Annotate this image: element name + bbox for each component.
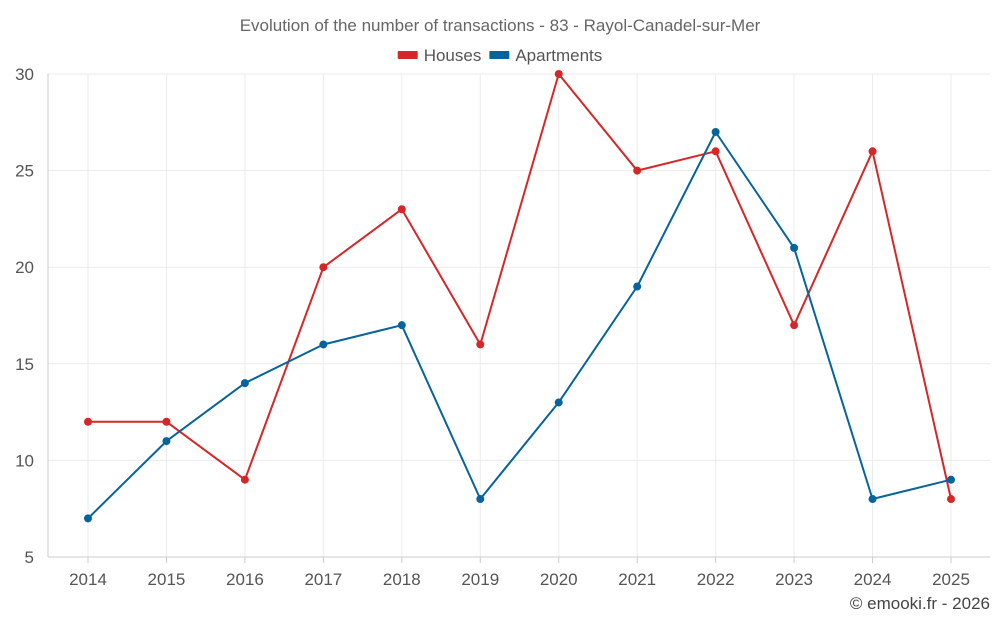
apartments-point-2020[interactable]	[554, 398, 563, 407]
houses-point-2022[interactable]	[711, 147, 720, 156]
chart-title: Evolution of the number of transactions …	[240, 16, 761, 35]
houses-point-2025[interactable]	[947, 495, 955, 504]
apartments-point-2018[interactable]	[397, 321, 406, 330]
legend-swatch-houses[interactable]	[397, 51, 418, 59]
y-tick-label: 10	[15, 451, 34, 470]
houses-line	[88, 73, 952, 500]
x-tick-label: 2020	[540, 570, 578, 589]
apartments-point-2016[interactable]	[240, 379, 249, 388]
y-tick-label: 15	[15, 355, 34, 374]
x-tick-label: 2024	[854, 570, 892, 589]
x-tick-label: 2017	[304, 570, 342, 589]
houses-point-2014[interactable]	[84, 417, 92, 426]
houses-point-2021[interactable]	[633, 166, 642, 175]
apartments-line	[87, 131, 952, 520]
series-houses	[84, 70, 955, 504]
apartments-point-2021[interactable]	[633, 282, 642, 291]
series-apartments	[84, 127, 955, 523]
x-tick-label: 2022	[697, 570, 735, 589]
houses-point-2015[interactable]	[162, 417, 171, 426]
series-layer	[84, 70, 955, 523]
apartments-point-2022[interactable]	[711, 127, 720, 136]
y-tick-label: 5	[25, 548, 34, 567]
houses-point-2023[interactable]	[790, 321, 799, 330]
houses-point-2019[interactable]	[476, 340, 485, 349]
x-tick-label: 2023	[775, 570, 813, 589]
y-tick-label: 30	[15, 65, 34, 84]
y-tick-label: 25	[15, 162, 34, 181]
apartments-point-2015[interactable]	[162, 437, 171, 446]
x-tick-label: 2018	[383, 570, 421, 589]
apartments-point-2024[interactable]	[868, 495, 877, 504]
x-tick-label: 2015	[148, 570, 186, 589]
legend-label-apartments: Apartments	[515, 46, 602, 65]
legend-swatch-apartments[interactable]	[489, 51, 510, 59]
legend-label-houses: Houses	[424, 46, 482, 65]
apartments-point-2014[interactable]	[84, 514, 92, 523]
credit-text: © emooki.fr - 2026	[850, 594, 990, 613]
y-tick-label: 20	[15, 258, 34, 277]
houses-point-2018[interactable]	[397, 205, 406, 214]
houses-point-2024[interactable]	[868, 147, 877, 156]
x-tick-label: 2021	[618, 570, 656, 589]
gridlines	[48, 73, 990, 557]
apartments-point-2019[interactable]	[476, 495, 485, 504]
houses-point-2020[interactable]	[554, 70, 563, 78]
apartments-point-2017[interactable]	[319, 340, 328, 349]
houses-point-2017[interactable]	[319, 263, 328, 272]
x-tick-label: 2019	[461, 570, 499, 589]
x-tick-label: 2016	[226, 570, 264, 589]
x-tick-label: 2025	[932, 570, 970, 589]
houses-point-2016[interactable]	[240, 475, 249, 484]
legend: Houses Apartments	[397, 46, 602, 65]
x-tick-label: 2014	[69, 570, 107, 589]
apartments-point-2025[interactable]	[947, 475, 955, 484]
apartments-point-2023[interactable]	[790, 243, 799, 252]
